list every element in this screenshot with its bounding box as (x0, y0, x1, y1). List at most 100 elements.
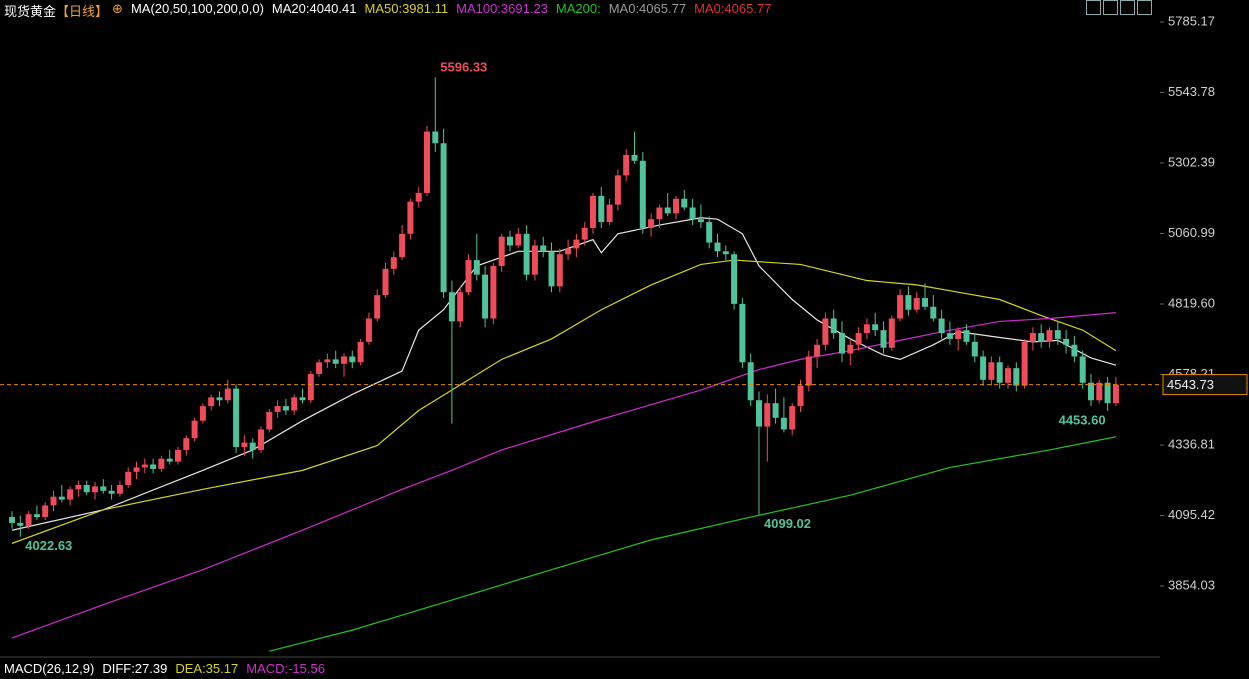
macd-readout: MACD(26,12,9) (4, 661, 95, 676)
candle-body (548, 251, 555, 287)
toolbar (1086, 0, 1152, 15)
candle-body (224, 388, 231, 401)
candle-body (175, 449, 181, 462)
candle-body (274, 406, 281, 412)
candle-body (515, 233, 522, 246)
candle-body (473, 260, 480, 275)
candle-body (681, 198, 688, 208)
y-tick-label: 4095.42 (1168, 507, 1215, 522)
candle-body (573, 239, 580, 249)
candle-body (531, 245, 538, 275)
macd-readout: DIFF:27.39 (102, 661, 168, 676)
candle-body (17, 522, 24, 526)
candle-body (216, 397, 223, 401)
candle-body (938, 318, 945, 334)
candle-body (116, 484, 123, 494)
y-tick-label: 3854.03 (1168, 577, 1215, 592)
ma-readout: MA200: (555, 1, 601, 16)
candle-body (415, 192, 422, 202)
candle-body (839, 333, 845, 354)
moving-average (11, 312, 1116, 639)
candle-body (208, 397, 215, 407)
candle-body (9, 517, 15, 523)
candle-body (282, 406, 289, 411)
macd-header: MACD(26,12,9) DIFF:27.39 DEA:35.17 MACD:-15… (4, 661, 325, 676)
candle-body (448, 292, 455, 322)
candle-body (565, 248, 572, 255)
tool-button[interactable] (1137, 0, 1152, 15)
candle-body (623, 154, 630, 176)
candle-body (341, 356, 347, 364)
candle-body (258, 429, 264, 450)
candle-body (241, 442, 248, 447)
tool-button[interactable] (1120, 0, 1135, 15)
candle-body (905, 295, 912, 310)
candle-body (930, 306, 937, 319)
candle-body (58, 496, 65, 500)
extreme-label: 4022.63 (25, 538, 72, 553)
candle-body (847, 344, 854, 354)
candle-body (888, 318, 895, 348)
candle-body (1038, 333, 1045, 342)
candle-body (349, 356, 356, 363)
candle-body (689, 207, 696, 220)
candle-body (1063, 338, 1070, 345)
candle-body (1088, 382, 1094, 401)
candle-body (598, 195, 605, 223)
tool-button[interactable] (1103, 0, 1118, 15)
candle-body (731, 254, 738, 304)
candle-body (465, 260, 472, 293)
candle-body (955, 330, 962, 339)
last-price-label: 4543.73 (1167, 377, 1214, 392)
candle-body (166, 458, 173, 462)
candle-body (307, 373, 314, 401)
candle-body (664, 207, 671, 214)
candle-body (913, 298, 920, 310)
instrument: 现货黄金 (4, 4, 57, 19)
candle-body (639, 160, 646, 228)
extreme-label: 4099.02 (764, 516, 811, 531)
candle-body (722, 251, 729, 255)
extreme-label: 5596.33 (440, 60, 487, 75)
candle-body (1096, 382, 1103, 401)
settings-icon[interactable]: ⊕ (112, 1, 123, 16)
candle-body (1112, 384, 1119, 404)
candle-body (739, 303, 746, 363)
candle-body (946, 333, 953, 339)
ma-readout: MA0:4065.77 (608, 1, 687, 16)
candle-body (656, 207, 663, 220)
candle-body (25, 514, 32, 526)
candle-body (482, 274, 489, 319)
period[interactable]: 【日线】 (56, 4, 109, 19)
candle-body (1079, 356, 1086, 383)
candle-body (83, 484, 90, 493)
candle-body (789, 406, 796, 430)
ma-params[interactable]: MA(20,50,100,200,0,0) (130, 1, 264, 16)
candle-body (1046, 330, 1053, 342)
candle-body (33, 514, 40, 518)
candle-body (191, 420, 198, 439)
candle-body (407, 201, 414, 234)
candle-body (971, 341, 978, 357)
extreme-label: 4453.60 (1059, 412, 1106, 427)
candle-body (822, 318, 829, 345)
candle-body (150, 464, 157, 469)
candle-body (863, 324, 870, 334)
candle-body (507, 236, 513, 246)
candle-body (814, 344, 821, 357)
candle-body (1021, 341, 1028, 386)
candle-body (457, 292, 464, 322)
candle-body (332, 359, 339, 364)
candle-body (199, 406, 206, 421)
candle-body (855, 333, 862, 345)
y-tick-label: 5060.99 (1168, 225, 1215, 240)
tool-button[interactable] (1086, 0, 1101, 15)
candle-body (697, 219, 704, 223)
candle-body (706, 222, 713, 243)
candle-body (980, 356, 987, 380)
y-tick-label: 4336.81 (1168, 436, 1215, 451)
candle-body (772, 403, 779, 418)
candle-body (872, 324, 879, 331)
